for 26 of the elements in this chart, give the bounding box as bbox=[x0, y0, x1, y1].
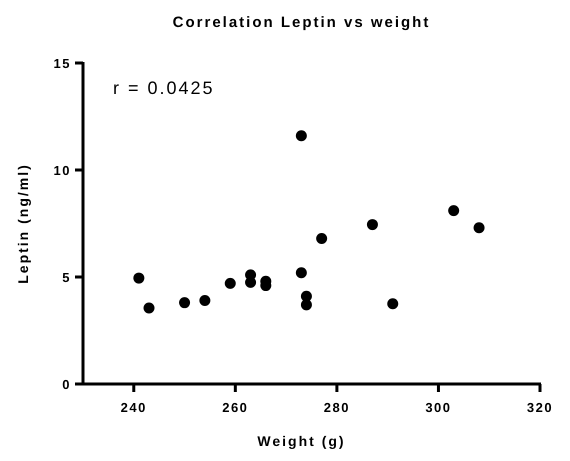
point bbox=[366, 219, 378, 230]
point bbox=[224, 278, 236, 289]
x-tick-label: 240 bbox=[120, 400, 147, 415]
y-tick-label: 10 bbox=[54, 163, 71, 178]
point bbox=[179, 297, 190, 308]
point bbox=[316, 232, 328, 244]
x-tick-label: 300 bbox=[425, 400, 452, 415]
point bbox=[300, 299, 312, 310]
y-tick-label: 5 bbox=[62, 270, 71, 285]
x-tick-label: 260 bbox=[222, 400, 248, 415]
point bbox=[144, 302, 155, 314]
y-tick-label: 0 bbox=[62, 377, 71, 392]
x-tick-label: 280 bbox=[324, 400, 350, 415]
chart-title: Correlation Leptin vs weight bbox=[172, 14, 430, 31]
x-tick-label: 320 bbox=[526, 400, 554, 415]
point bbox=[387, 298, 398, 310]
point bbox=[296, 130, 307, 142]
y-tick-label: 15 bbox=[54, 56, 71, 71]
point bbox=[296, 267, 307, 278]
y-axis-title: Leptin (ng/ml) bbox=[15, 163, 31, 284]
point bbox=[474, 222, 485, 234]
annotation: r = 0.0425 bbox=[113, 78, 215, 98]
x-axis-title: Weight (g) bbox=[257, 433, 346, 449]
point bbox=[448, 205, 460, 216]
point bbox=[133, 272, 144, 284]
point bbox=[199, 295, 210, 306]
